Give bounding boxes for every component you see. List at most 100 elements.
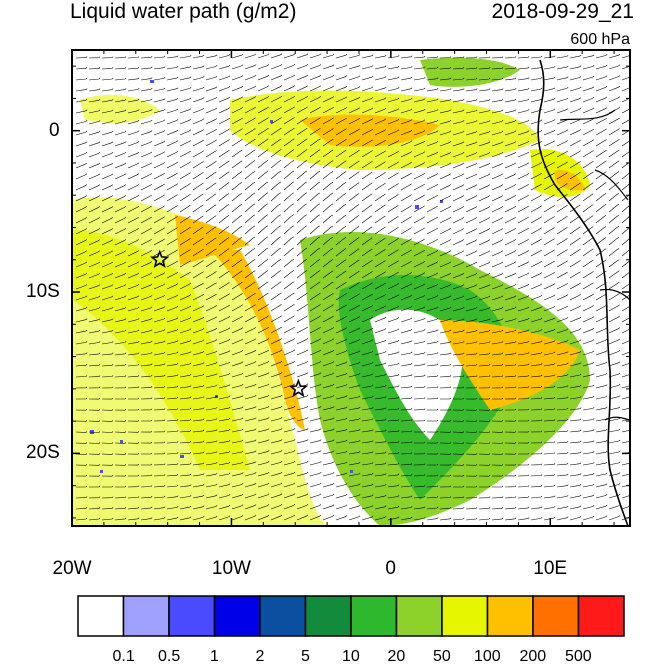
wind-barb — [114, 295, 127, 301]
wind-barb — [309, 160, 321, 169]
wind-barb — [400, 441, 413, 444]
wind-barb — [504, 151, 517, 158]
wind-barb — [270, 450, 283, 455]
wind-barb — [543, 161, 555, 169]
wind-barb — [400, 516, 413, 521]
wind-barb — [491, 98, 504, 103]
wind-barb — [335, 171, 347, 180]
wind-barb — [244, 225, 256, 235]
wind-barb — [517, 130, 530, 136]
wind-barb — [530, 317, 543, 323]
wind-barb — [231, 96, 244, 103]
wind-barb — [192, 204, 204, 213]
wind-barb — [140, 474, 153, 477]
wind-barb — [427, 463, 439, 466]
wind-barb — [283, 326, 295, 334]
wind-barb — [153, 317, 166, 323]
wind-barb — [556, 108, 569, 114]
wind-barb — [556, 271, 568, 279]
wind-barb — [205, 86, 218, 92]
wind-barb — [608, 350, 621, 356]
wind-barb — [322, 270, 334, 279]
wind-barb — [427, 419, 439, 422]
wind-barb — [465, 397, 478, 400]
wind-barb — [75, 261, 88, 268]
y-tick-label: 10S — [26, 281, 60, 303]
wind-barb — [543, 260, 555, 268]
wind-barb — [387, 305, 400, 312]
wind-barb — [504, 375, 517, 378]
wind-barb — [478, 272, 491, 279]
wind-barb — [361, 282, 373, 290]
wind-barb — [244, 428, 257, 433]
wind-barb — [478, 496, 491, 499]
wind-barb — [101, 329, 114, 334]
wind-barb — [283, 214, 294, 224]
wind-barb — [179, 339, 192, 345]
wind-barb — [309, 461, 322, 466]
wind-barb — [504, 474, 517, 477]
wind-barb — [400, 140, 413, 147]
wind-barb — [88, 375, 101, 378]
wind-barb — [452, 329, 465, 334]
wind-barb — [244, 160, 256, 169]
wind-barb — [179, 76, 192, 81]
wind-barb — [322, 149, 334, 158]
wind-barb — [556, 385, 569, 389]
wind-barb — [374, 505, 387, 510]
colorbar-label: 0.1 — [112, 648, 135, 665]
wind-barb — [400, 87, 413, 92]
wind-barb — [270, 292, 282, 301]
wind-barb — [153, 87, 166, 92]
wind-barb — [387, 238, 399, 246]
wind-barb — [439, 272, 452, 279]
wind-barb — [309, 259, 321, 268]
wind-barb — [244, 493, 257, 499]
wind-barb — [426, 227, 438, 235]
wind-barb — [348, 64, 361, 70]
wind-barb — [153, 385, 166, 389]
wind-barb — [257, 74, 270, 81]
wind-barb — [465, 250, 478, 257]
wind-barb — [543, 452, 556, 455]
wind-barb — [543, 216, 555, 224]
wind-barb — [582, 407, 595, 411]
wind-barb — [296, 383, 309, 389]
wind-barb — [114, 272, 127, 279]
wind-barb — [218, 171, 230, 180]
wind-barb — [88, 206, 101, 213]
wind-barb — [426, 173, 439, 180]
wind-barb — [205, 515, 218, 521]
wind-barb — [569, 129, 582, 136]
wind-barb — [426, 496, 439, 499]
wind-barb — [348, 107, 361, 114]
wind-barb — [101, 442, 114, 444]
wind-barb — [582, 139, 594, 147]
wind-barb — [452, 152, 465, 158]
wind-barb — [400, 172, 412, 180]
wind-barb — [166, 249, 178, 257]
wind-barb — [140, 162, 153, 169]
wind-barb — [400, 363, 413, 367]
wind-barb — [88, 67, 101, 70]
wind-barb — [595, 338, 608, 345]
wind-barb — [140, 408, 153, 411]
wind-barb — [322, 281, 334, 290]
wind-barb — [166, 76, 179, 81]
wind-barb — [296, 514, 309, 521]
wind-barb — [595, 327, 608, 334]
wind-barb — [179, 129, 192, 136]
wind-barb — [517, 306, 530, 312]
wind-barb — [556, 451, 569, 455]
wind-barb — [218, 64, 231, 70]
wind-barb — [504, 506, 517, 510]
wind-barb — [140, 430, 153, 433]
wind-barb — [322, 439, 335, 444]
wind-barb — [231, 361, 244, 367]
wind-barb — [608, 417, 621, 422]
wind-barb — [452, 408, 465, 411]
wind-barb — [192, 407, 205, 411]
wind-barb — [453, 397, 465, 400]
colorbar-label: 5 — [301, 648, 310, 665]
wind-barb — [621, 65, 630, 70]
